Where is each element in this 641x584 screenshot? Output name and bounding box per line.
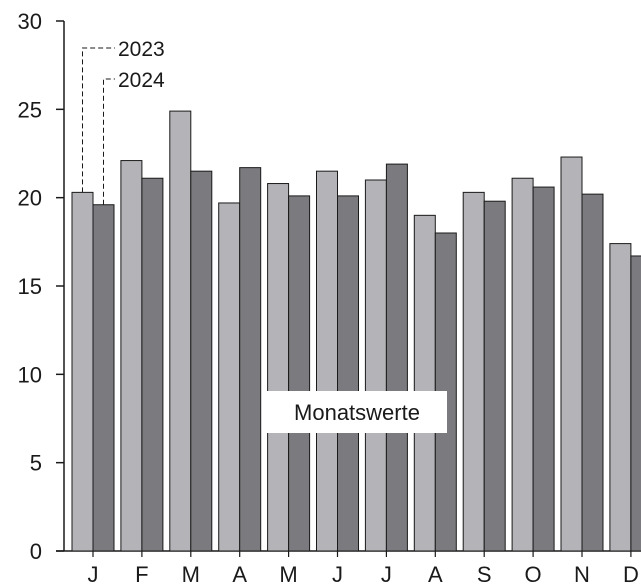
x-tick-label: D <box>623 562 639 584</box>
bar-2023-9 <box>511 177 534 552</box>
bar-2024-8 <box>483 200 506 552</box>
y-tick-label: 25 <box>18 97 42 122</box>
legend-leader-2024 <box>103 78 115 205</box>
y-tick-label: 10 <box>18 362 42 387</box>
bar-2024-9 <box>532 186 555 552</box>
x-tick-label: J <box>88 562 99 584</box>
bar-2024-0 <box>92 204 115 552</box>
legend-leader-2023 <box>82 47 115 193</box>
bar-2024-11 <box>630 255 641 552</box>
bar-2024-4 <box>288 195 311 552</box>
chart-bars <box>71 110 641 552</box>
annotation-box <box>267 391 447 433</box>
x-tick-label: M <box>182 562 200 584</box>
bar-2024-10 <box>581 193 604 552</box>
bar-2023-5 <box>316 170 338 552</box>
bar-2023-10 <box>560 156 583 552</box>
bar-2024-5 <box>337 195 359 552</box>
chart-annotation: Monatswerte <box>267 391 447 433</box>
bar-2024-2 <box>190 170 213 552</box>
y-tick-label: 5 <box>30 451 42 476</box>
x-tick-label: M <box>279 562 297 584</box>
legend-label-2024: 2024 <box>118 69 165 92</box>
bar-2024-3 <box>239 167 262 552</box>
x-tick-label: F <box>135 562 148 584</box>
bar-2023-6 <box>364 179 387 552</box>
x-tick-label: O <box>525 562 542 584</box>
x-tick-label: S <box>477 562 492 584</box>
bar-2023-7 <box>413 214 436 552</box>
y-tick-label: 15 <box>18 274 42 299</box>
legend-label-2023: 2023 <box>118 38 165 61</box>
bar-2023-3 <box>218 202 241 552</box>
bar-2024-6 <box>385 163 408 552</box>
x-tick-label: J <box>381 562 392 584</box>
x-tick-label: J <box>332 562 343 584</box>
bar-2023-0 <box>71 191 94 552</box>
y-tick-label: 0 <box>30 539 42 564</box>
bar-2023-8 <box>462 191 485 552</box>
bar-2023-2 <box>169 110 192 552</box>
x-tick-label: A <box>232 562 247 584</box>
bar-2023-4 <box>267 183 290 552</box>
x-tick-label: A <box>428 562 443 584</box>
bar-2023-1 <box>120 160 143 552</box>
y-tick-label: 30 <box>18 9 42 34</box>
x-tick-label: N <box>574 562 590 584</box>
chart-legend: 2023 2024 <box>82 38 165 205</box>
chart-axes: 0 5 10 15 20 25 30 J F M A M J J A S O N D <box>18 9 641 584</box>
y-tick-label: 20 <box>18 186 42 211</box>
annotation-label: Monatswerte <box>294 400 420 425</box>
bar-2024-1 <box>141 177 164 552</box>
bar-2023-11 <box>609 243 632 552</box>
